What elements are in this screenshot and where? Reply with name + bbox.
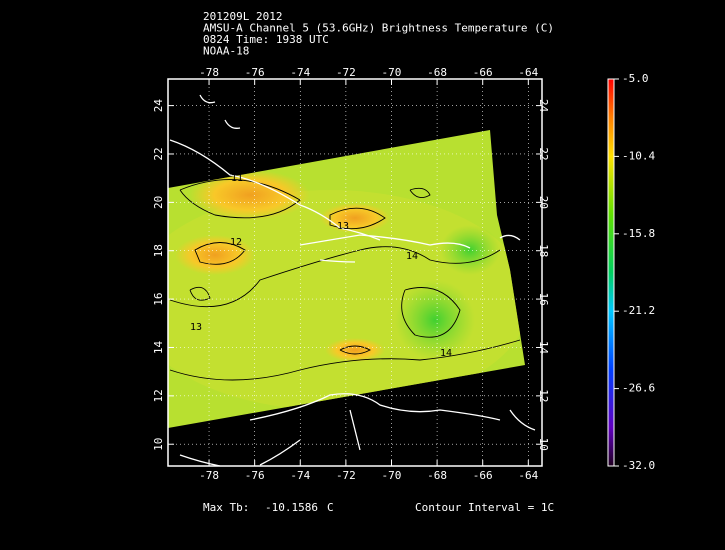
lat-label: 22 — [152, 147, 165, 160]
lat-label: 14 — [152, 340, 165, 354]
lon-label: -78 — [199, 469, 219, 482]
lat-label: 16 — [537, 292, 550, 305]
contour-label: 13 — [337, 221, 349, 232]
max-value: -10.1586 — [265, 501, 318, 514]
lat-label: 10 — [152, 438, 165, 451]
lon-label: -76 — [245, 66, 265, 79]
colorbar-label: -32.0 — [622, 459, 655, 472]
contour-labels: 11 12 13 14 13 14 — [190, 173, 452, 359]
lat-label: 10 — [537, 438, 550, 451]
lon-label: -70 — [382, 469, 402, 482]
colorbar-ticks: -5.0 -10.4 -15.8 -21.2 -26.6 -32.0 — [614, 72, 655, 472]
lon-label: -68 — [427, 469, 447, 482]
lon-label: -66 — [473, 66, 493, 79]
lon-label: -64 — [518, 66, 538, 79]
colorbar — [607, 78, 615, 467]
contour-label: 14 — [440, 348, 452, 359]
lat-label: 20 — [537, 196, 550, 209]
lat-label: 12 — [152, 389, 165, 402]
lon-label: -70 — [382, 66, 402, 79]
colorbar-label: -21.2 — [622, 304, 655, 317]
lon-label: -78 — [199, 66, 219, 79]
lat-label: 16 — [152, 292, 165, 305]
lon-label: -68 — [427, 66, 447, 79]
unit: C — [327, 501, 334, 514]
max-label: Max Tb: — [203, 501, 249, 514]
lat-label: 24 — [537, 99, 550, 113]
lat-label: 18 — [152, 244, 165, 257]
contour-interval: Contour Interval = 1C — [415, 501, 554, 514]
colorbar-label: -5.0 — [622, 72, 649, 85]
header-line: AMSU-A Channel 5 (53.6GHz) Brightness Te… — [203, 22, 554, 35]
header-line: 0824 Time: 1938 UTC — [203, 33, 329, 46]
header-line: NOAA-18 — [203, 45, 249, 58]
colorbar-label: -15.8 — [622, 227, 655, 240]
coastlines — [169, 94, 536, 467]
lon-label: -72 — [336, 66, 356, 79]
lon-label: -66 — [473, 469, 493, 482]
contour-label: 12 — [230, 237, 242, 248]
lat-label: 24 — [152, 99, 165, 113]
lat-label: 22 — [537, 147, 550, 160]
lon-label: -74 — [290, 469, 310, 482]
contour-label: 11 — [231, 173, 243, 184]
header-line: 201209L 2012 — [203, 10, 282, 23]
map-frame — [167, 78, 543, 467]
colorbar-label: -26.6 — [622, 382, 655, 395]
lon-label: -74 — [290, 66, 310, 79]
contour-label: 14 — [406, 251, 418, 262]
lat-label: 14 — [537, 341, 550, 355]
lat-label: 20 — [152, 196, 165, 209]
lat-label: 12 — [537, 389, 550, 402]
contour-label: 13 — [190, 322, 202, 333]
lat-label: 18 — [537, 244, 550, 257]
lon-label: -64 — [518, 469, 538, 482]
swath — [168, 130, 525, 428]
axes: -78 -78 -76 -76 -74 -74 -72 -72 -70 -70 -68 -68 -66 -… — [152, 66, 550, 482]
lon-label: -76 — [245, 469, 265, 482]
colorbar-label: -10.4 — [622, 149, 655, 162]
lon-label: -72 — [336, 469, 356, 482]
